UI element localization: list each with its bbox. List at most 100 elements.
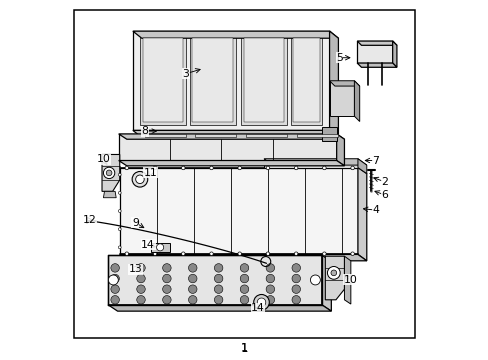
Polygon shape <box>356 41 392 63</box>
Circle shape <box>135 175 144 184</box>
Polygon shape <box>108 305 331 311</box>
Polygon shape <box>103 192 116 198</box>
Polygon shape <box>108 255 321 305</box>
Polygon shape <box>356 63 396 67</box>
Text: 14: 14 <box>141 239 155 249</box>
Polygon shape <box>244 38 284 122</box>
Polygon shape <box>119 134 336 161</box>
Circle shape <box>103 167 115 179</box>
Circle shape <box>163 264 171 272</box>
Polygon shape <box>264 159 357 168</box>
Polygon shape <box>290 35 322 125</box>
Polygon shape <box>246 134 286 138</box>
Polygon shape <box>325 256 344 300</box>
Text: 1: 1 <box>241 343 247 354</box>
Circle shape <box>118 173 121 176</box>
Circle shape <box>106 170 112 176</box>
Text: 7: 7 <box>371 156 378 166</box>
Circle shape <box>257 298 265 306</box>
Circle shape <box>153 252 157 256</box>
Circle shape <box>265 252 269 256</box>
Circle shape <box>214 285 223 293</box>
Circle shape <box>214 274 223 283</box>
Circle shape <box>294 166 297 170</box>
Polygon shape <box>357 159 366 174</box>
Circle shape <box>188 285 197 293</box>
Circle shape <box>111 296 119 304</box>
Polygon shape <box>357 168 366 261</box>
Polygon shape <box>142 38 183 122</box>
Polygon shape <box>264 159 366 165</box>
Circle shape <box>163 296 171 304</box>
Polygon shape <box>189 35 235 125</box>
Circle shape <box>322 166 325 170</box>
Circle shape <box>291 274 300 283</box>
Circle shape <box>181 252 184 256</box>
Circle shape <box>118 210 121 212</box>
Polygon shape <box>150 243 170 252</box>
Circle shape <box>125 252 128 256</box>
Polygon shape <box>192 38 232 122</box>
Polygon shape <box>356 41 396 45</box>
Circle shape <box>153 166 157 170</box>
Polygon shape <box>392 41 396 67</box>
Circle shape <box>350 252 354 256</box>
Circle shape <box>108 275 118 285</box>
Circle shape <box>188 264 197 272</box>
Circle shape <box>163 274 171 283</box>
Circle shape <box>265 166 269 170</box>
Circle shape <box>125 166 128 170</box>
Text: 14: 14 <box>250 303 264 313</box>
Circle shape <box>118 228 121 231</box>
Circle shape <box>209 166 213 170</box>
Circle shape <box>181 166 184 170</box>
Polygon shape <box>329 81 359 86</box>
Circle shape <box>118 246 121 249</box>
Text: 11: 11 <box>143 168 157 178</box>
Polygon shape <box>354 81 359 122</box>
Text: 3: 3 <box>182 69 189 79</box>
Polygon shape <box>195 134 235 138</box>
Circle shape <box>291 264 300 272</box>
Polygon shape <box>322 127 336 141</box>
Text: 2: 2 <box>380 177 387 187</box>
Text: 10: 10 <box>343 275 357 285</box>
Polygon shape <box>133 31 338 38</box>
Circle shape <box>238 166 241 170</box>
Circle shape <box>265 274 274 283</box>
Text: 5: 5 <box>335 53 342 63</box>
Polygon shape <box>241 35 286 125</box>
Polygon shape <box>293 38 319 122</box>
Circle shape <box>238 252 241 256</box>
Circle shape <box>137 274 145 283</box>
Circle shape <box>322 252 325 256</box>
Polygon shape <box>296 134 337 138</box>
Circle shape <box>240 296 248 304</box>
Circle shape <box>240 285 248 293</box>
Polygon shape <box>119 134 344 139</box>
Circle shape <box>327 266 340 279</box>
Polygon shape <box>102 154 120 192</box>
Circle shape <box>294 252 297 256</box>
Text: 4: 4 <box>371 205 378 215</box>
Circle shape <box>214 296 223 304</box>
Circle shape <box>188 296 197 304</box>
Text: 9: 9 <box>132 217 139 228</box>
Circle shape <box>111 285 119 293</box>
Polygon shape <box>133 130 338 138</box>
Circle shape <box>265 285 274 293</box>
Polygon shape <box>140 35 185 125</box>
Circle shape <box>137 285 145 293</box>
Polygon shape <box>120 255 366 261</box>
Circle shape <box>214 264 223 272</box>
Circle shape <box>265 296 274 304</box>
Text: 6: 6 <box>380 190 387 200</box>
Circle shape <box>291 285 300 293</box>
Text: 13: 13 <box>128 264 142 274</box>
Circle shape <box>188 274 197 283</box>
Polygon shape <box>133 31 329 130</box>
Circle shape <box>118 192 121 194</box>
Circle shape <box>240 274 248 283</box>
Circle shape <box>111 274 119 283</box>
Circle shape <box>156 244 163 251</box>
